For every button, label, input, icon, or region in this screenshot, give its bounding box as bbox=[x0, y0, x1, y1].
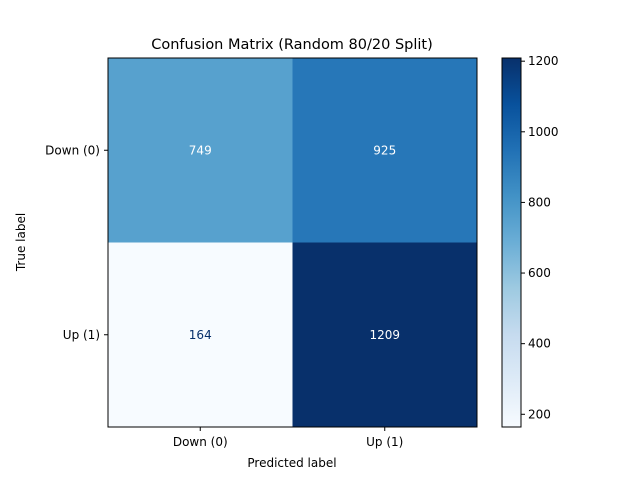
heatmap-cell bbox=[108, 242, 293, 427]
colorbar bbox=[501, 57, 522, 428]
cell-value-label: 925 bbox=[373, 143, 396, 157]
colorbar-tick-label: 400 bbox=[528, 337, 551, 351]
colorbar-ticks: 200 400 600 800 1000 1200 bbox=[521, 54, 559, 421]
x-tick-label: Down (0) bbox=[173, 435, 228, 449]
plot-frame bbox=[107, 57, 478, 428]
y-axis-label: True label bbox=[14, 213, 28, 272]
cell-value-label: 164 bbox=[189, 328, 212, 342]
colorbar-tick-label: 1200 bbox=[528, 54, 559, 68]
heatmap-cells bbox=[108, 58, 477, 427]
chart-title: Confusion Matrix (Random 80/20 Split) bbox=[151, 37, 433, 53]
y-tick-label: Up (1) bbox=[63, 328, 100, 342]
colorbar-tick-label: 1000 bbox=[528, 125, 559, 139]
colorbar-tick-label: 800 bbox=[528, 195, 551, 209]
heatmap-cell bbox=[292, 242, 477, 427]
cell-value-label: 749 bbox=[189, 143, 212, 157]
y-tick-label: Down (0) bbox=[45, 143, 100, 157]
cell-value-labels: 749 925 164 1209 bbox=[189, 143, 400, 342]
heatmap-cell bbox=[108, 58, 293, 243]
colorbar-tick-label: 200 bbox=[528, 407, 551, 421]
x-axis-ticks: Down (0) Up (1) bbox=[173, 427, 403, 449]
x-axis-label: Predicted label bbox=[247, 456, 336, 470]
heatmap-cell bbox=[292, 58, 477, 243]
cell-value-label: 1209 bbox=[369, 328, 400, 342]
x-tick-label: Up (1) bbox=[366, 435, 403, 449]
y-axis-ticks: Down (0) Up (1) bbox=[45, 143, 108, 342]
colorbar-tick-label: 600 bbox=[528, 266, 551, 280]
